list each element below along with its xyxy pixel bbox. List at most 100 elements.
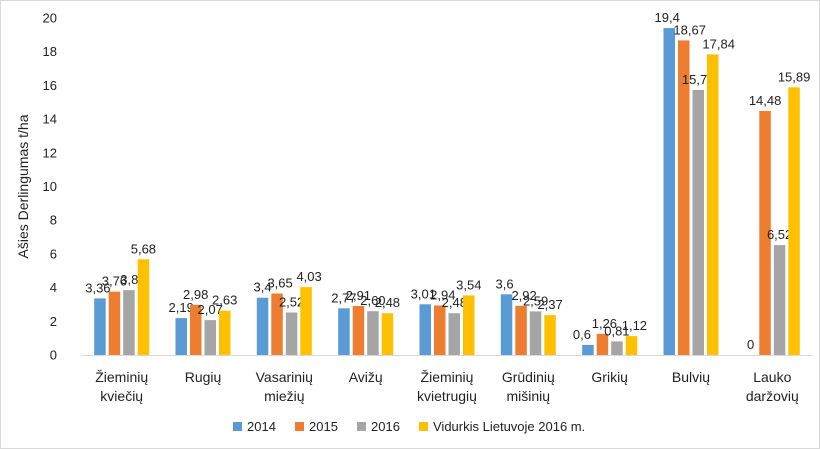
bar-2016 [367, 311, 379, 355]
data-label: 19,4 [655, 10, 680, 25]
data-label: 5,68 [131, 241, 156, 256]
y-tick-label: 4 [50, 280, 57, 295]
y-tick-label: 0 [50, 348, 57, 363]
bar-2014 [175, 318, 187, 355]
data-label: 2,48 [442, 295, 467, 310]
legend-swatch [295, 422, 304, 431]
bar-2015 [515, 305, 527, 355]
bar-vidurkis-lietuvoje-2016-m- [219, 310, 231, 355]
category-label: Bulvių [672, 369, 710, 385]
data-label: 2,92 [511, 288, 536, 303]
bar-vidurkis-lietuvoje-2016-m- [300, 287, 312, 355]
data-label: 2,07 [198, 302, 223, 317]
bar-2016 [773, 245, 786, 355]
data-label: 14,48 [749, 93, 782, 108]
legend-swatch [357, 422, 366, 431]
bar-vidurkis-lietuvoje-2016-m- [463, 295, 475, 355]
y-axis-title: Ašies Derlingumas t/ha [15, 114, 31, 258]
bar-2015 [108, 291, 121, 355]
data-label: 2,52 [279, 295, 304, 310]
data-label: 3,76 [102, 274, 127, 289]
data-label: 3,54 [456, 277, 481, 292]
bar-2015 [596, 333, 609, 355]
bar-2015 [190, 304, 202, 355]
data-label: 3,6 [496, 276, 514, 291]
legend-label: 2015 [309, 419, 338, 434]
data-label: 18,67 [673, 22, 706, 37]
data-label: 2,98 [183, 287, 208, 302]
y-tick-label: 14 [43, 112, 57, 127]
data-label: 6,52 [767, 227, 792, 242]
category-label: miežių [264, 388, 305, 404]
data-label: 1,12 [622, 318, 647, 333]
data-label: 3,36 [85, 280, 110, 295]
category-label: kviečių [100, 388, 143, 404]
data-label: 2,48 [375, 295, 400, 310]
data-label: 3,01 [411, 286, 436, 301]
data-label: 2,94 [430, 288, 455, 303]
data-label: 2,77 [331, 290, 356, 305]
bar-vidurkis-lietuvoje-2016-m- [381, 313, 394, 355]
y-tick-label: 12 [43, 145, 57, 160]
bar-2015 [271, 293, 283, 355]
category-label: Avižų [349, 369, 383, 385]
category-label: kvietrugių [417, 388, 477, 404]
data-label: 4,03 [296, 269, 321, 284]
data-label: 2,37 [537, 297, 562, 312]
y-tick-label: 2 [50, 314, 57, 329]
category-label: Grikių [591, 369, 628, 385]
y-tick-label: 18 [43, 44, 57, 59]
bar-2014 [419, 304, 431, 355]
data-label: 2,59 [523, 293, 548, 308]
data-label: 0,81 [604, 323, 629, 338]
data-label: 3,4 [254, 280, 272, 295]
category-label: Žieminių [95, 369, 148, 385]
bar-vidurkis-lietuvoje-2016-m- [788, 87, 800, 356]
y-tick-label: 20 [43, 11, 57, 26]
data-label: 1,26 [592, 316, 617, 331]
category-label: Lauko [753, 369, 791, 385]
bar-vidurkis-lietuvoje-2016-m- [707, 54, 719, 356]
bar-vidurkis-lietuvoje-2016-m- [137, 259, 150, 355]
bar-2015 [678, 40, 690, 356]
legend-label: Vidurkis Lietuvoje 2016 m. [433, 419, 585, 434]
category-label: daržovių [746, 388, 799, 404]
data-label: 17,84 [702, 36, 735, 51]
bar-2014 [338, 308, 350, 355]
legend-swatch [419, 422, 428, 431]
bar-2016 [611, 341, 623, 355]
bar-2016 [123, 290, 135, 355]
legend-label: 2014 [247, 419, 276, 434]
data-label: 3,65 [267, 276, 292, 291]
bar-2016 [448, 313, 460, 355]
bar-2014 [500, 294, 513, 355]
data-label: 2,91 [346, 288, 371, 303]
legend-swatch [233, 422, 242, 431]
bar-2014 [582, 344, 594, 355]
data-label: 15,89 [778, 69, 811, 84]
bar-2016 [692, 89, 704, 356]
bar-2016 [285, 312, 298, 355]
data-label: 2,60 [360, 293, 385, 308]
data-label: 0 [747, 337, 754, 352]
y-tick-label: 16 [43, 78, 57, 93]
bar-2014 [663, 28, 675, 355]
bar-2014 [256, 297, 269, 355]
category-label: mišinių [507, 388, 551, 404]
category-label: Grūdinių [502, 369, 555, 385]
category-label: Žieminių [421, 369, 474, 385]
bar-2016 [204, 320, 216, 355]
category-label: Rugių [185, 369, 222, 385]
data-label: 15,73 [682, 72, 715, 87]
bar-vidurkis-lietuvoje-2016-m- [544, 315, 556, 355]
data-label: 0,6 [573, 327, 591, 342]
y-tick-label: 8 [50, 213, 57, 228]
legend-label: 2016 [371, 419, 400, 434]
y-tick-label: 6 [50, 246, 57, 261]
category-label: Vasarinių [256, 369, 314, 385]
bar-vidurkis-lietuvoje-2016-m- [625, 336, 638, 355]
bar-2016 [529, 311, 542, 355]
bar-2014 [94, 298, 106, 355]
